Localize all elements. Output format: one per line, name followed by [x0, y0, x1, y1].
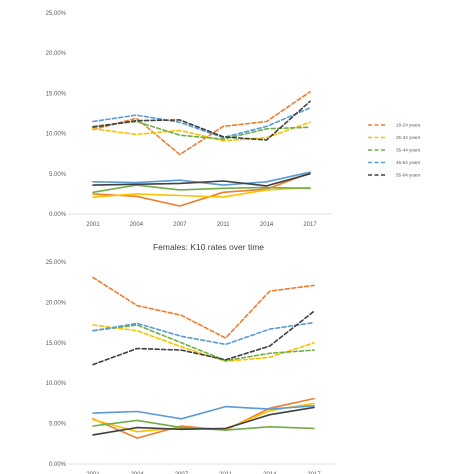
x-tick-label: 2001 [86, 222, 100, 228]
series-line-solid [92, 172, 311, 207]
y-tick-label: 5.00% [49, 422, 67, 428]
x-tick-label: 2014 [263, 472, 277, 474]
series-line-dashed [92, 91, 311, 156]
x-tick-label: 2011 [219, 472, 233, 474]
legend-label: 35-44 years [396, 148, 421, 153]
y-tick-label: 10.00% [46, 132, 67, 138]
x-tick-label: 2004 [131, 472, 145, 474]
series-line-solid [92, 406, 315, 436]
x-tick-label: 2004 [130, 222, 144, 228]
series-line-dashed [92, 100, 311, 141]
series-line-solid [92, 173, 311, 187]
series-line-dashed [92, 324, 315, 362]
y-tick-label: 25.00% [46, 260, 67, 266]
chart-title: Females: K10 rates over time [153, 242, 264, 252]
y-tick-label: 5.00% [49, 172, 67, 178]
legend-label: 45-54 years [396, 160, 421, 165]
series-line-dashed [92, 276, 315, 339]
chart-top: 0.00% 5.00% 10.00% 15.00% 20.00% 25.00% 2001 20… [46, 11, 421, 228]
y-tick-label: 20.00% [46, 300, 67, 306]
legend-label: 25-34 years [396, 135, 421, 140]
y-tick-label: 10.00% [46, 381, 67, 387]
x-tick-label: 2007 [173, 222, 187, 228]
series-line-solid [92, 404, 315, 420]
x-tick-label: 2017 [307, 472, 321, 474]
y-tick-label: 20.00% [46, 51, 67, 57]
y-tick-label: 15.00% [46, 91, 67, 97]
series-line-dashed [92, 324, 315, 363]
x-tick-label: 2011 [217, 222, 231, 228]
legend-label: 55-64 years [396, 173, 421, 178]
series-line-dashed [92, 121, 311, 142]
legend-label: 18-24 years [396, 123, 421, 128]
series-line-solid [92, 184, 311, 194]
y-tick-label: 15.00% [46, 341, 67, 347]
series-line-dashed [92, 321, 315, 346]
series-line-solid [92, 186, 311, 198]
series-line-solid [92, 397, 315, 439]
y-tick-label: 0.00% [49, 462, 67, 468]
x-tick-label: 2007 [175, 472, 189, 474]
series-line-dashed [92, 310, 315, 366]
chart-females: Females: K10 rates over time 0.00% 5.00% 10… [46, 242, 336, 474]
y-tick-label: 25.00% [46, 11, 67, 17]
y-tick-label: 0.00% [49, 212, 67, 218]
x-tick-label: 2017 [303, 222, 317, 228]
series-line-dashed [92, 107, 311, 139]
x-tick-label: 2001 [86, 472, 100, 474]
x-tick-label: 2014 [260, 222, 274, 228]
